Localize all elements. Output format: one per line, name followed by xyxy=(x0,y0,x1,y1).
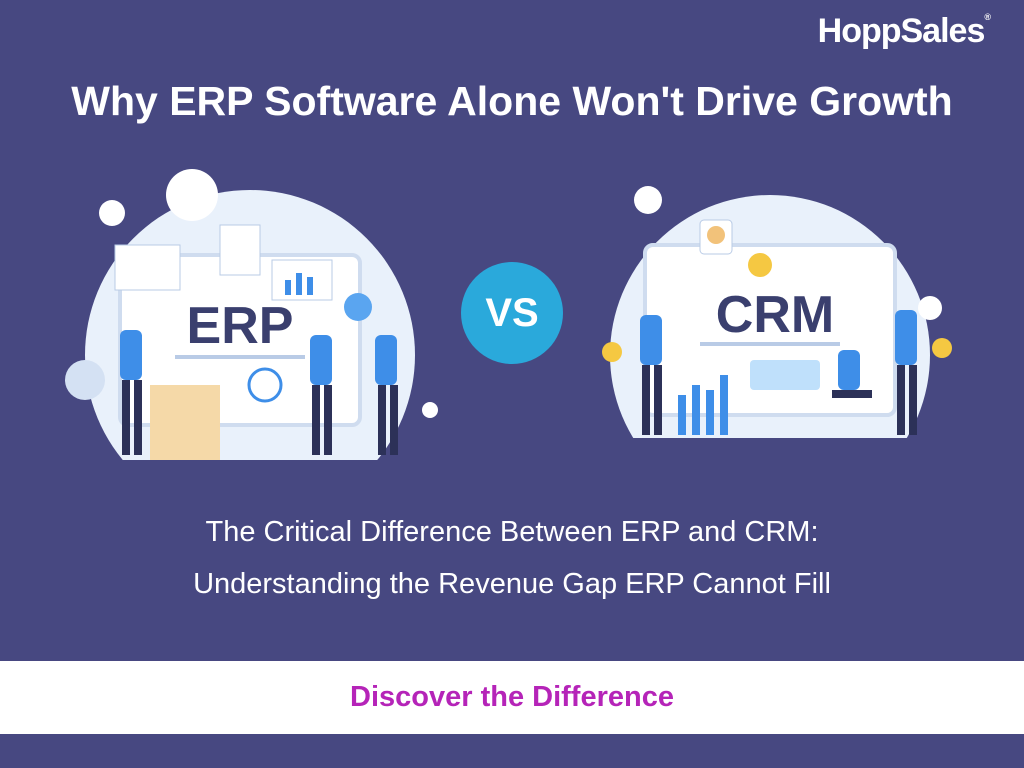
page-title: Why ERP Software Alone Won't Drive Growt… xyxy=(71,78,953,124)
hoppsales-logo: HoppSales® xyxy=(817,12,991,50)
crm-illustration: CRM xyxy=(570,186,990,450)
vs-badge: VS xyxy=(461,262,563,364)
subtitle-line-1: The Critical Difference Between ERP and … xyxy=(205,516,819,548)
cta-band[interactable]: Discover the Difference xyxy=(0,661,1024,734)
subtitle-line-2: Understanding the Revenue Gap ERP Cannot… xyxy=(193,568,831,600)
crm-label: CRM xyxy=(716,286,834,344)
discover-cta[interactable]: Discover the Difference xyxy=(350,681,674,713)
erp-illustration: ERP xyxy=(40,169,460,465)
erp-label: ERP xyxy=(187,297,294,355)
